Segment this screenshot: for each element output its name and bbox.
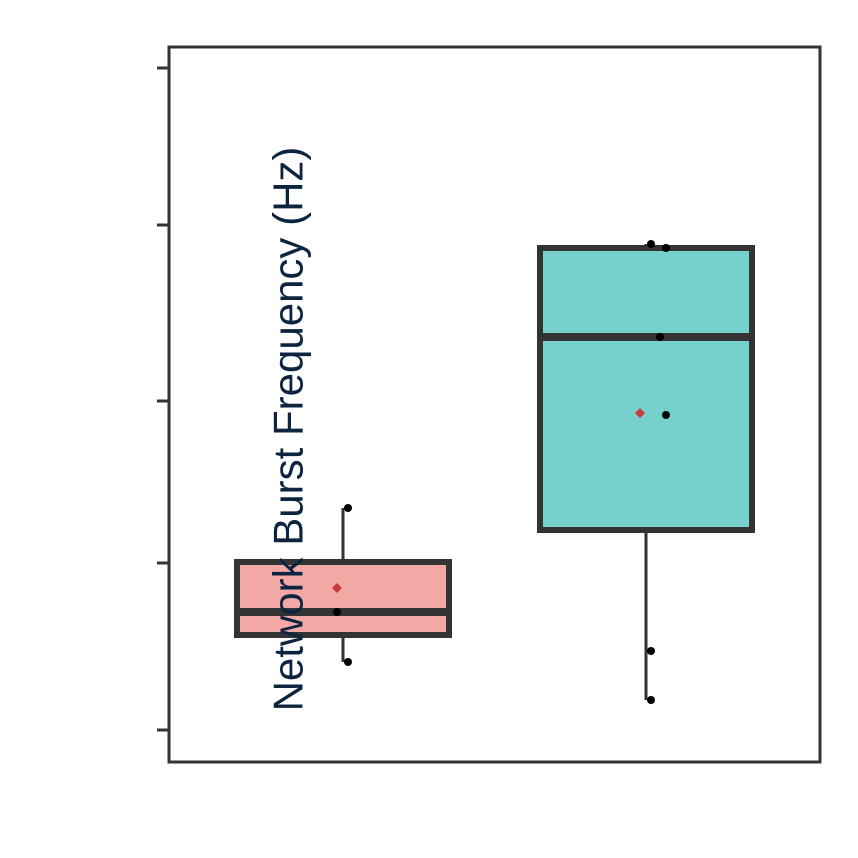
boxplot-svg — [0, 0, 858, 858]
y-axis-label: Network Burst Frequency (Hz) — [264, 147, 312, 712]
chart-container: Network Burst Frequency (Hz) — [0, 0, 858, 858]
